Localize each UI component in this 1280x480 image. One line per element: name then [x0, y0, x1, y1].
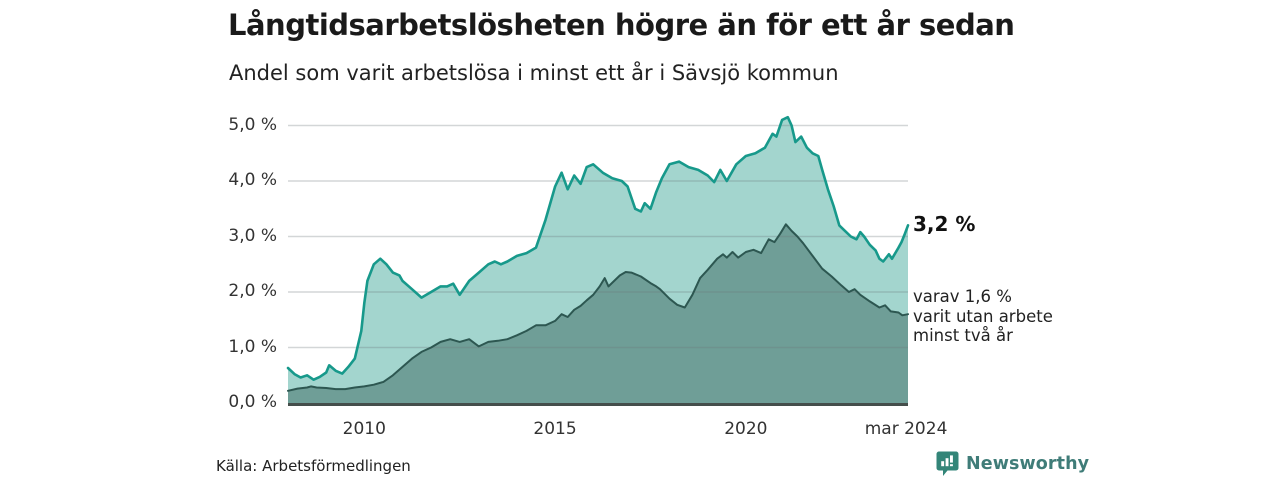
secondary-value-line2: varit utan arbete [913, 306, 1053, 326]
x-tick-label: mar 2024 [864, 419, 948, 439]
secondary-value-line3: minst två år [913, 326, 1013, 345]
page-title: Långtidsarbetslösheten högre än för ett … [228, 8, 1015, 42]
y-tick-label: 4,0 % [228, 170, 277, 190]
x-tick-label: 2015 [533, 419, 577, 439]
y-tick-label: 1,0 % [228, 336, 277, 357]
y-tick-label: 3,0 % [228, 225, 277, 246]
newsworthy-icon [936, 451, 959, 476]
secondary-value-label: varav 1,6 % varit utan arbete minst två … [913, 287, 1053, 346]
latest-value-label: 3,2 % [913, 212, 976, 236]
y-tick-label: 5,0 % [228, 114, 277, 135]
x-tick-label: 2010 [342, 419, 386, 439]
secondary-value-line1: varav 1,6 % [913, 287, 1012, 306]
newsworthy-logo: Newsworthy [936, 451, 1089, 477]
chart-subtitle: Andel som varit arbetslösa i minst ett å… [229, 61, 839, 85]
source-credit: Källa: Arbetsförmedlingen [216, 457, 411, 475]
x-tick-label: 2020 [724, 419, 768, 439]
y-tick-label: 0,0 % [228, 392, 277, 412]
y-tick-label: 2,0 % [228, 281, 277, 301]
brand-wordmark: Newsworthy [966, 454, 1090, 474]
